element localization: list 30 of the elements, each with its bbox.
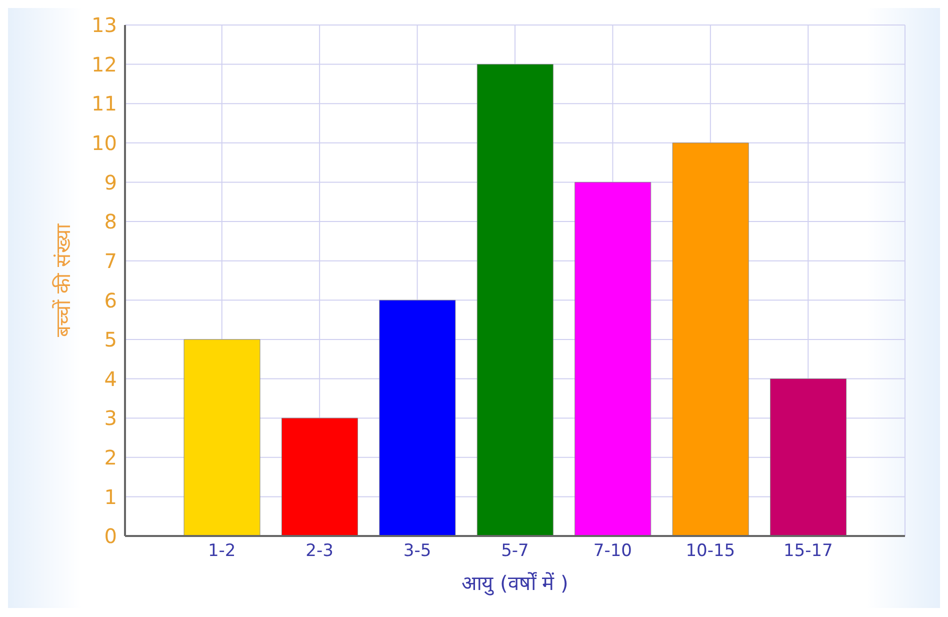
y-tick-label: 1 <box>104 484 117 509</box>
bar <box>476 64 554 536</box>
y-tick-label: 2 <box>104 445 117 470</box>
bar <box>281 418 358 536</box>
y-tick-label: 11 <box>92 92 117 116</box>
y-tick-label: 5 <box>104 328 117 352</box>
x-tick-label: 5-7 <box>501 541 529 562</box>
x-tick-label: 2-3 <box>306 541 334 562</box>
x-axis-title: आयु (वर्षों में ) <box>462 571 568 596</box>
x-tick-label: 1-2 <box>208 541 236 562</box>
x-tick-label: 3-5 <box>403 541 432 562</box>
y-tick-label: 12 <box>92 52 117 76</box>
y-tick-label: 7 <box>104 248 117 273</box>
y-tick-label: 4 <box>104 366 117 391</box>
x-tick-label: 15-17 <box>783 541 833 562</box>
y-tick-label: 13 <box>92 13 117 38</box>
y-tick-label: 9 <box>104 170 117 194</box>
y-tick-label: 10 <box>92 131 117 156</box>
x-tick-label: 7-10 <box>593 541 632 562</box>
bar <box>379 300 456 536</box>
bar <box>574 182 652 536</box>
bar <box>770 378 847 536</box>
bar <box>672 142 749 536</box>
bar <box>184 339 260 536</box>
y-tick-label: 3 <box>104 406 117 430</box>
y-tick-label: 0 <box>104 524 117 548</box>
y-tick-label: 8 <box>104 210 117 234</box>
y-axis-title: बच्चों की संख्या <box>51 223 76 337</box>
x-tick-label: 10-15 <box>686 541 736 562</box>
y-tick-label: 6 <box>104 288 117 312</box>
